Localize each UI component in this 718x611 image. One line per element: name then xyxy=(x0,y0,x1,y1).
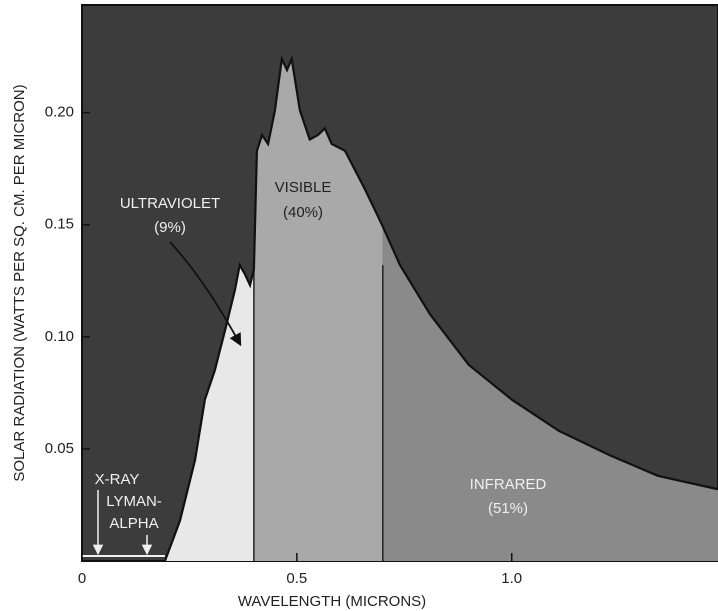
region-fill xyxy=(253,58,383,561)
y-tick-label: 0.05 xyxy=(45,440,74,457)
y-tick-label: 0.10 xyxy=(45,328,74,345)
region-label: VISIBLE xyxy=(275,179,332,196)
y-tick-label: 0.15 xyxy=(45,216,74,233)
annotation: LYMAN- xyxy=(106,493,162,510)
region-label: (9%) xyxy=(154,219,186,236)
y-tick-label: 0.20 xyxy=(45,104,74,121)
annotation: ALPHA xyxy=(109,515,158,532)
x-tick-label: 0 xyxy=(78,570,86,587)
region-label: ULTRAVIOLET xyxy=(120,195,220,212)
uv-arrow xyxy=(169,241,242,347)
x-axis-label: WAVELENGTH (MICRONS) xyxy=(238,593,426,610)
region-label: INFRARED xyxy=(470,476,547,493)
x-tick-label: 1.0 xyxy=(501,570,522,587)
region-fill xyxy=(382,226,718,561)
region-label: (40%) xyxy=(283,204,323,221)
y-axis-label: SOLAR RADIATION (WATTS PER SQ. CM. PER M… xyxy=(11,84,28,481)
annotation: X-RAY xyxy=(95,471,140,488)
spectrum-line xyxy=(163,54,718,562)
region-label: (51%) xyxy=(488,500,528,517)
plot-area xyxy=(81,4,718,562)
x-tick-label: 0.5 xyxy=(286,570,307,587)
